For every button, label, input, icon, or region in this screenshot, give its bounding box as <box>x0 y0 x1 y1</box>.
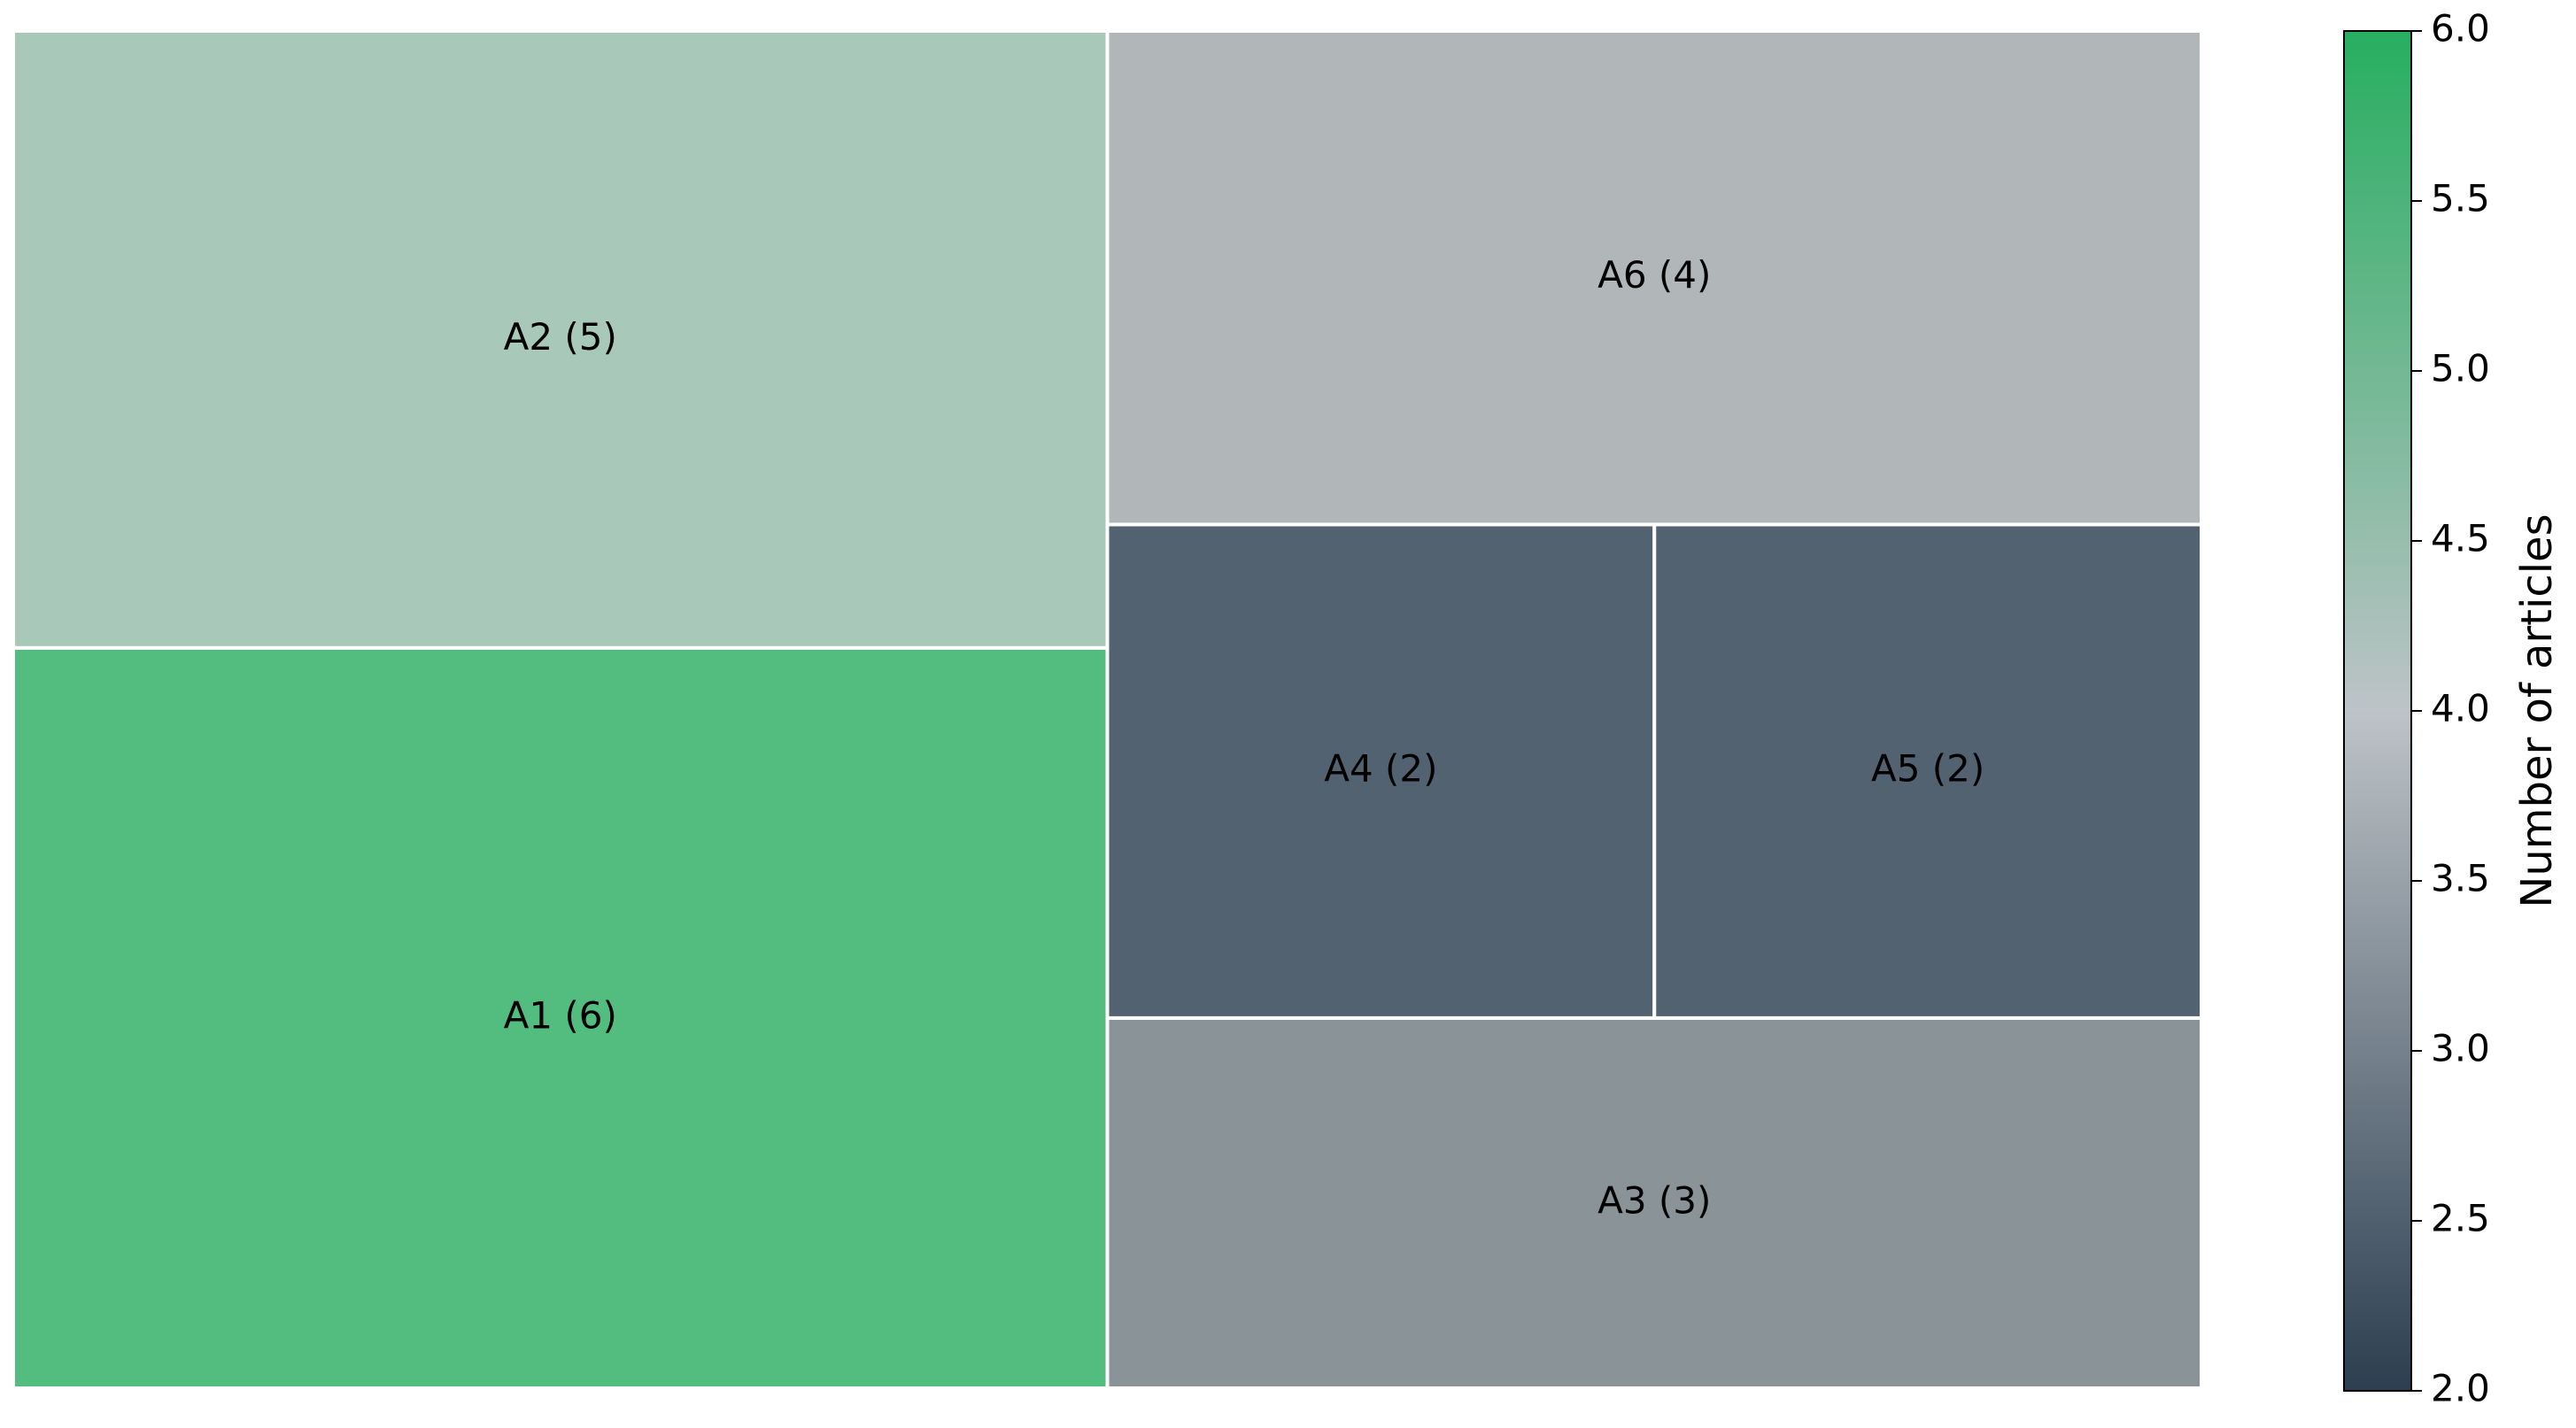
cell-label: A3 (3) <box>1597 1178 1711 1222</box>
colorbar-tick-label: 2.0 <box>2431 1367 2490 1410</box>
cell-label: A6 (4) <box>1597 253 1711 297</box>
colorbar-label: Number of articles <box>2512 513 2562 907</box>
cell-label: A1 (6) <box>504 993 617 1037</box>
colorbar-tick-label: 4.0 <box>2431 687 2490 730</box>
colorbar-tick-label: 6.0 <box>2431 7 2490 50</box>
colorbar <box>2343 30 2412 1392</box>
colorbar-tick-label: 5.5 <box>2431 177 2490 220</box>
cell-label: A4 (2) <box>1324 747 1437 791</box>
treemap-cell <box>12 29 1110 650</box>
colorbar-tick-label: 3.5 <box>2431 857 2490 900</box>
treemap-cell <box>1105 522 1657 1020</box>
cell-label: A2 (5) <box>504 315 617 359</box>
colorbar-tick-label: 3.0 <box>2431 1027 2490 1070</box>
colorbar-tick-label: 4.5 <box>2431 517 2490 560</box>
treemap-cell <box>1105 29 2203 527</box>
cell-label: A5 (2) <box>1871 747 1984 791</box>
treemap-cell <box>1652 522 2203 1020</box>
colorbar-tick-label: 2.5 <box>2431 1197 2490 1240</box>
treemap-cell <box>12 645 1110 1390</box>
colorbar-tick-label: 5.0 <box>2431 347 2490 390</box>
